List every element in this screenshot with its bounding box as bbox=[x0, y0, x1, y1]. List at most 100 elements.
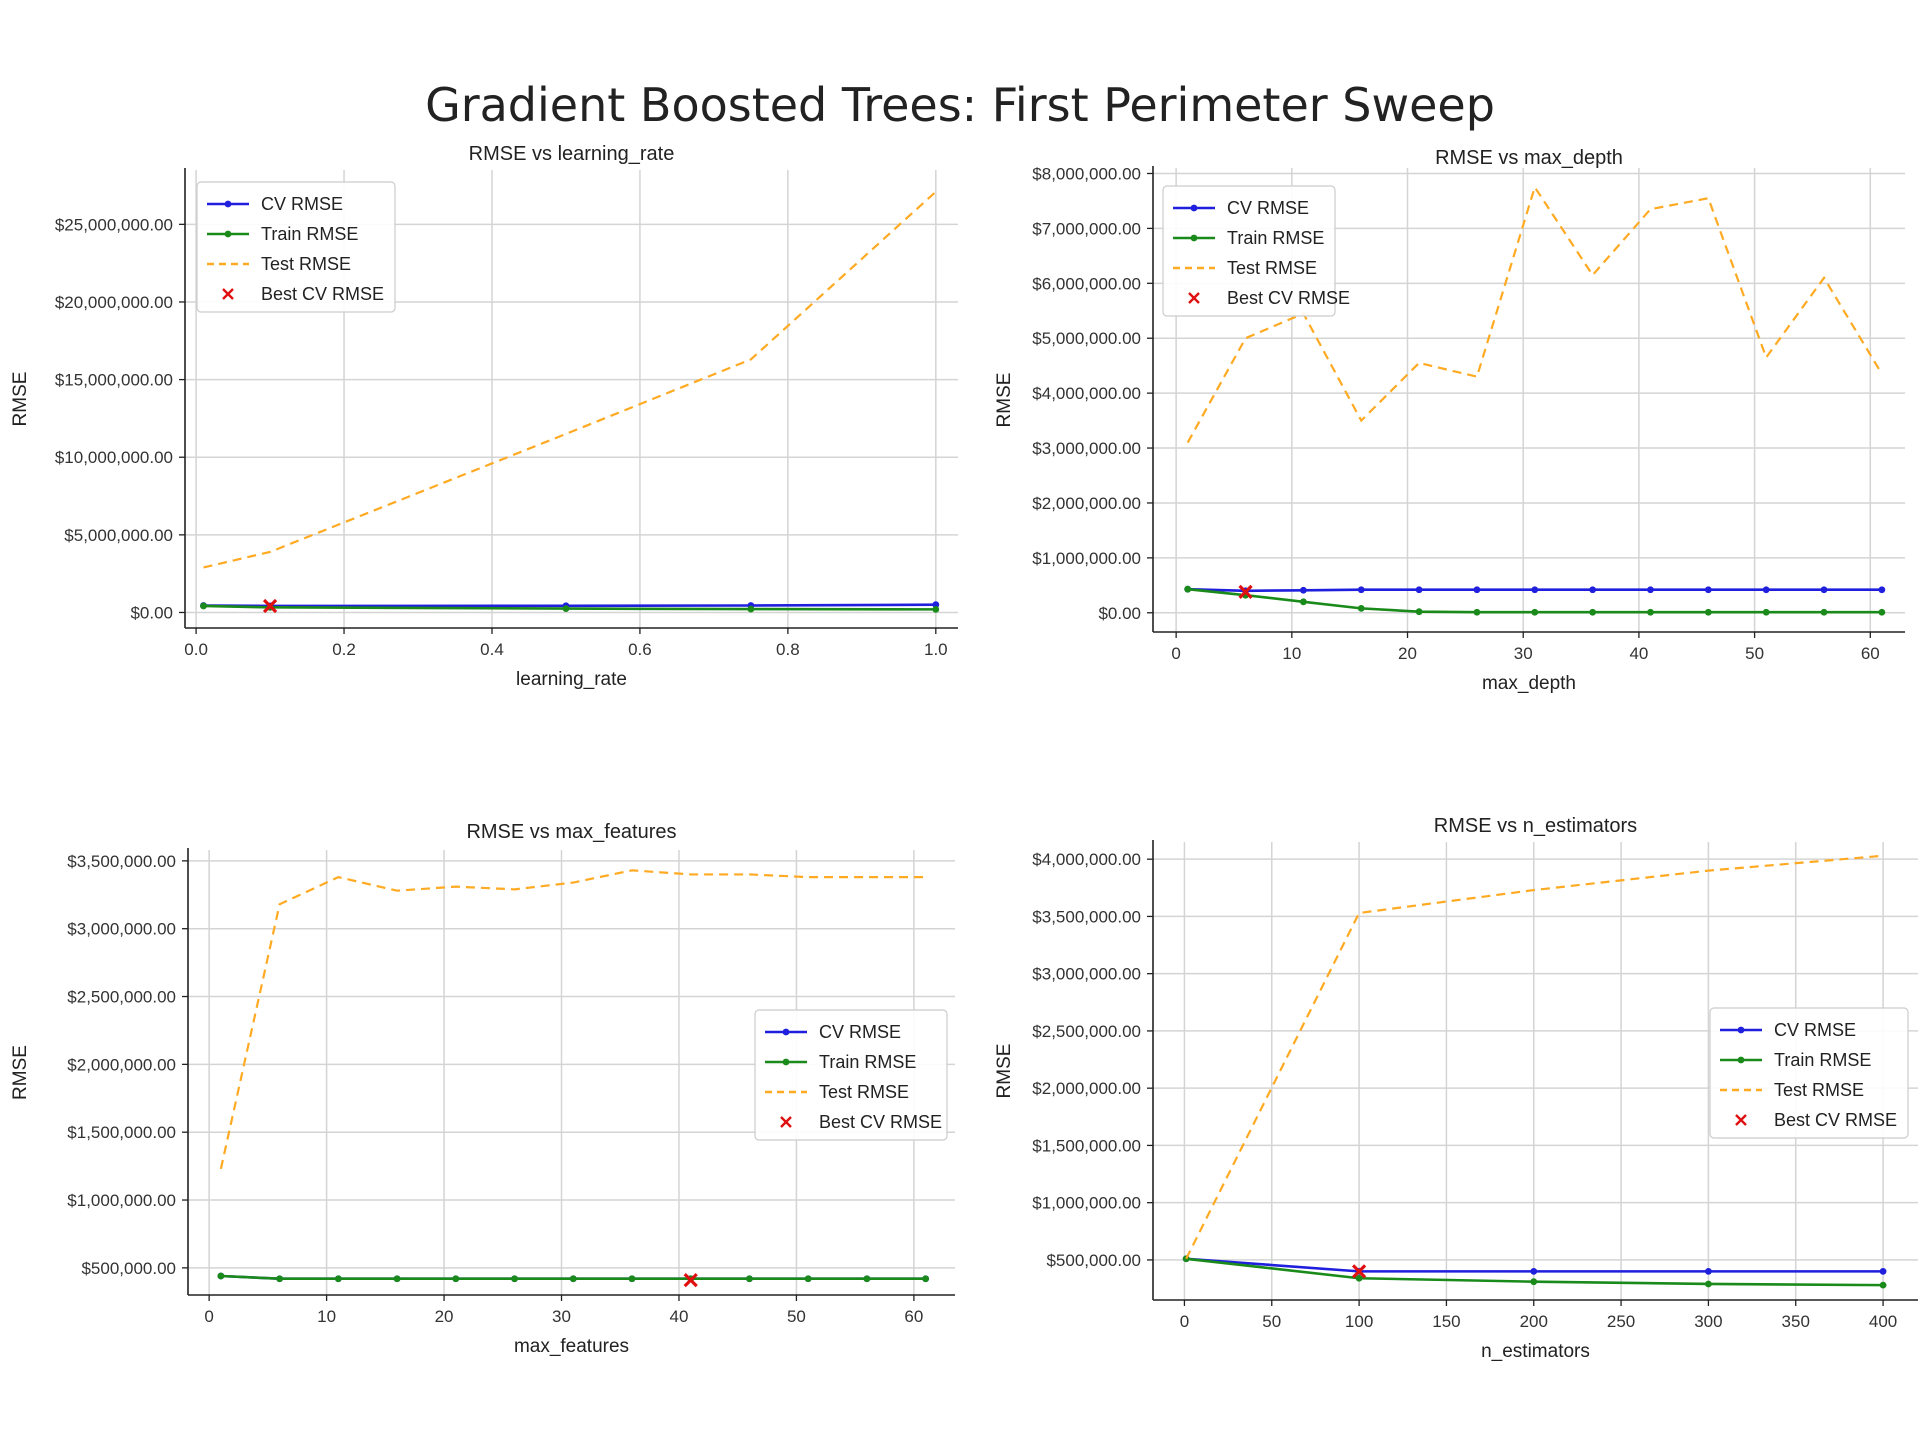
data-point-train bbox=[217, 1272, 225, 1280]
y-tick-label: $5,000,000.00 bbox=[1032, 329, 1141, 348]
y-axis-label: RMSE bbox=[10, 372, 31, 427]
data-point-train bbox=[1879, 1281, 1887, 1289]
series-test bbox=[1185, 854, 1884, 1260]
data-point-train bbox=[863, 1275, 871, 1283]
legend-marker-train bbox=[1737, 1056, 1745, 1064]
data-point-train bbox=[1184, 585, 1192, 593]
y-tick-label: $4,000,000.00 bbox=[1032, 384, 1141, 403]
legend: CV RMSE Train RMSE Test RMSE Best CV RMSE bbox=[1709, 1007, 1909, 1139]
data-point-train bbox=[569, 1275, 577, 1283]
x-tick-label: 0.6 bbox=[628, 640, 652, 659]
x-tick-label: 1.0 bbox=[924, 640, 948, 659]
y-tick-label: $500,000.00 bbox=[81, 1259, 176, 1278]
chart-learning-rate: 0.0 0.2 0.4 0.6 0.8 1.0 $0.00 $5,000,000.00 $10,… bbox=[10, 143, 958, 690]
y-tick-label: $6,000,000.00 bbox=[1032, 274, 1141, 293]
x-tick-label: 400 bbox=[1869, 1312, 1897, 1331]
legend-label: Best CV RMSE bbox=[1227, 288, 1350, 308]
legend-label: Train RMSE bbox=[1774, 1050, 1871, 1070]
legend-label: Test RMSE bbox=[819, 1082, 909, 1102]
x-tick-label: 250 bbox=[1607, 1312, 1635, 1331]
data-point-train bbox=[804, 1275, 812, 1283]
legend-label: Train RMSE bbox=[1227, 228, 1324, 248]
x-tick-label: 100 bbox=[1345, 1312, 1373, 1331]
legend-label: Test RMSE bbox=[1227, 258, 1317, 278]
y-axis-label: RMSE bbox=[994, 1044, 1015, 1099]
legend: CV RMSE Train RMSE Test RMSE Best CV RMSE bbox=[196, 181, 396, 313]
x-tick-label: 0.4 bbox=[480, 640, 504, 659]
data-point-cv bbox=[1531, 586, 1539, 594]
y-tick-label: $2,000,000.00 bbox=[1032, 494, 1141, 513]
y-tick-label: $15,000,000.00 bbox=[55, 371, 173, 390]
x-tick-label: 10 bbox=[1282, 644, 1301, 663]
data-point-train bbox=[922, 1275, 930, 1283]
data-point-train bbox=[1530, 1278, 1538, 1286]
data-point-train bbox=[1647, 608, 1654, 616]
y-tick-label: $3,500,000.00 bbox=[1032, 907, 1141, 926]
x-tick-label: 0 bbox=[204, 1307, 213, 1326]
x-tick-label: 60 bbox=[1861, 644, 1880, 663]
data-point-train bbox=[1589, 608, 1597, 616]
legend-label: CV RMSE bbox=[1774, 1020, 1856, 1040]
legend-swatch-best bbox=[1188, 292, 1200, 304]
legend-label: Best CV RMSE bbox=[261, 284, 384, 304]
legend-marker-cv bbox=[224, 200, 232, 208]
x-axis-label: max_features bbox=[514, 1336, 629, 1357]
y-axis-label: RMSE bbox=[994, 373, 1015, 428]
legend-box bbox=[1709, 1007, 1909, 1139]
x-tick-label: 20 bbox=[1398, 644, 1417, 663]
y-tick-label: $2,000,000.00 bbox=[1032, 1079, 1141, 1098]
series-train bbox=[217, 1272, 930, 1283]
series-test bbox=[203, 190, 937, 569]
y-tick-label: $25,000,000.00 bbox=[55, 215, 173, 234]
data-point-train bbox=[1355, 1274, 1363, 1282]
data-point-train bbox=[276, 1275, 284, 1283]
y-tick-label: $2,000,000.00 bbox=[67, 1055, 176, 1074]
y-tick-label: $1,000,000.00 bbox=[1032, 1194, 1141, 1213]
chart-n-estimators: 0 50 100 150 200 250 300 350 400 $500,000.00 $1,00… bbox=[994, 815, 1918, 1362]
x-tick-label: 50 bbox=[1262, 1312, 1281, 1331]
x-tick-label: 150 bbox=[1432, 1312, 1460, 1331]
data-point-cv bbox=[1878, 586, 1886, 594]
legend-label: CV RMSE bbox=[261, 194, 343, 214]
data-point-train bbox=[1531, 608, 1539, 616]
x-tick-label: 50 bbox=[1745, 644, 1764, 663]
grid bbox=[1153, 168, 1905, 632]
series-line-test bbox=[219, 869, 926, 1170]
x-tick-label: 0.8 bbox=[776, 640, 800, 659]
x-tick-label: 40 bbox=[1629, 644, 1648, 663]
x-tick-label: 40 bbox=[670, 1307, 689, 1326]
best-marker-stroke bbox=[1351, 1264, 1367, 1279]
chart-title: RMSE vs max_features bbox=[466, 821, 676, 843]
chart-max-depth: 0 10 20 30 40 50 60 $0.00 $1,000,000.00 $2,000,00… bbox=[994, 147, 1905, 694]
best-marker-stroke bbox=[262, 598, 278, 614]
data-point-train bbox=[1415, 608, 1423, 616]
data-point-train bbox=[200, 602, 207, 610]
x-axis-label: n_estimators bbox=[1481, 1341, 1590, 1362]
best-marker-stroke bbox=[683, 1272, 698, 1288]
data-point-cv bbox=[1300, 586, 1307, 594]
chart-title: RMSE vs max_depth bbox=[1435, 147, 1623, 169]
x-tick-label: 50 bbox=[787, 1307, 806, 1326]
y-tick-label: $2,500,000.00 bbox=[67, 988, 176, 1007]
series-test bbox=[219, 869, 926, 1170]
data-point-train bbox=[1300, 598, 1307, 606]
chart-title: RMSE vs n_estimators bbox=[1434, 815, 1637, 837]
y-tick-label: $8,000,000.00 bbox=[1032, 164, 1141, 183]
x-tick-label: 10 bbox=[317, 1307, 336, 1326]
y-tick-label: $3,000,000.00 bbox=[1032, 439, 1141, 458]
x-axis-label: max_depth bbox=[1482, 673, 1576, 694]
y-tick-label: $7,000,000.00 bbox=[1032, 219, 1141, 238]
y-tick-label: $3,000,000.00 bbox=[67, 920, 176, 939]
best-cv-marker bbox=[1351, 1264, 1367, 1279]
x-tick-label: 60 bbox=[904, 1307, 923, 1326]
legend-marker-train bbox=[782, 1058, 790, 1066]
y-tick-label: $3,000,000.00 bbox=[1032, 965, 1141, 984]
series-line-test bbox=[203, 190, 937, 569]
data-point-train bbox=[747, 605, 755, 613]
legend-marker-train bbox=[224, 230, 232, 238]
legend: CV RMSE Train RMSE Test RMSE Best CV RMSE bbox=[754, 1009, 948, 1141]
data-point-train bbox=[334, 1275, 342, 1283]
x-tick-label: 300 bbox=[1694, 1312, 1722, 1331]
grid bbox=[1153, 842, 1918, 1300]
x-tick-label: 0 bbox=[1180, 1312, 1189, 1331]
